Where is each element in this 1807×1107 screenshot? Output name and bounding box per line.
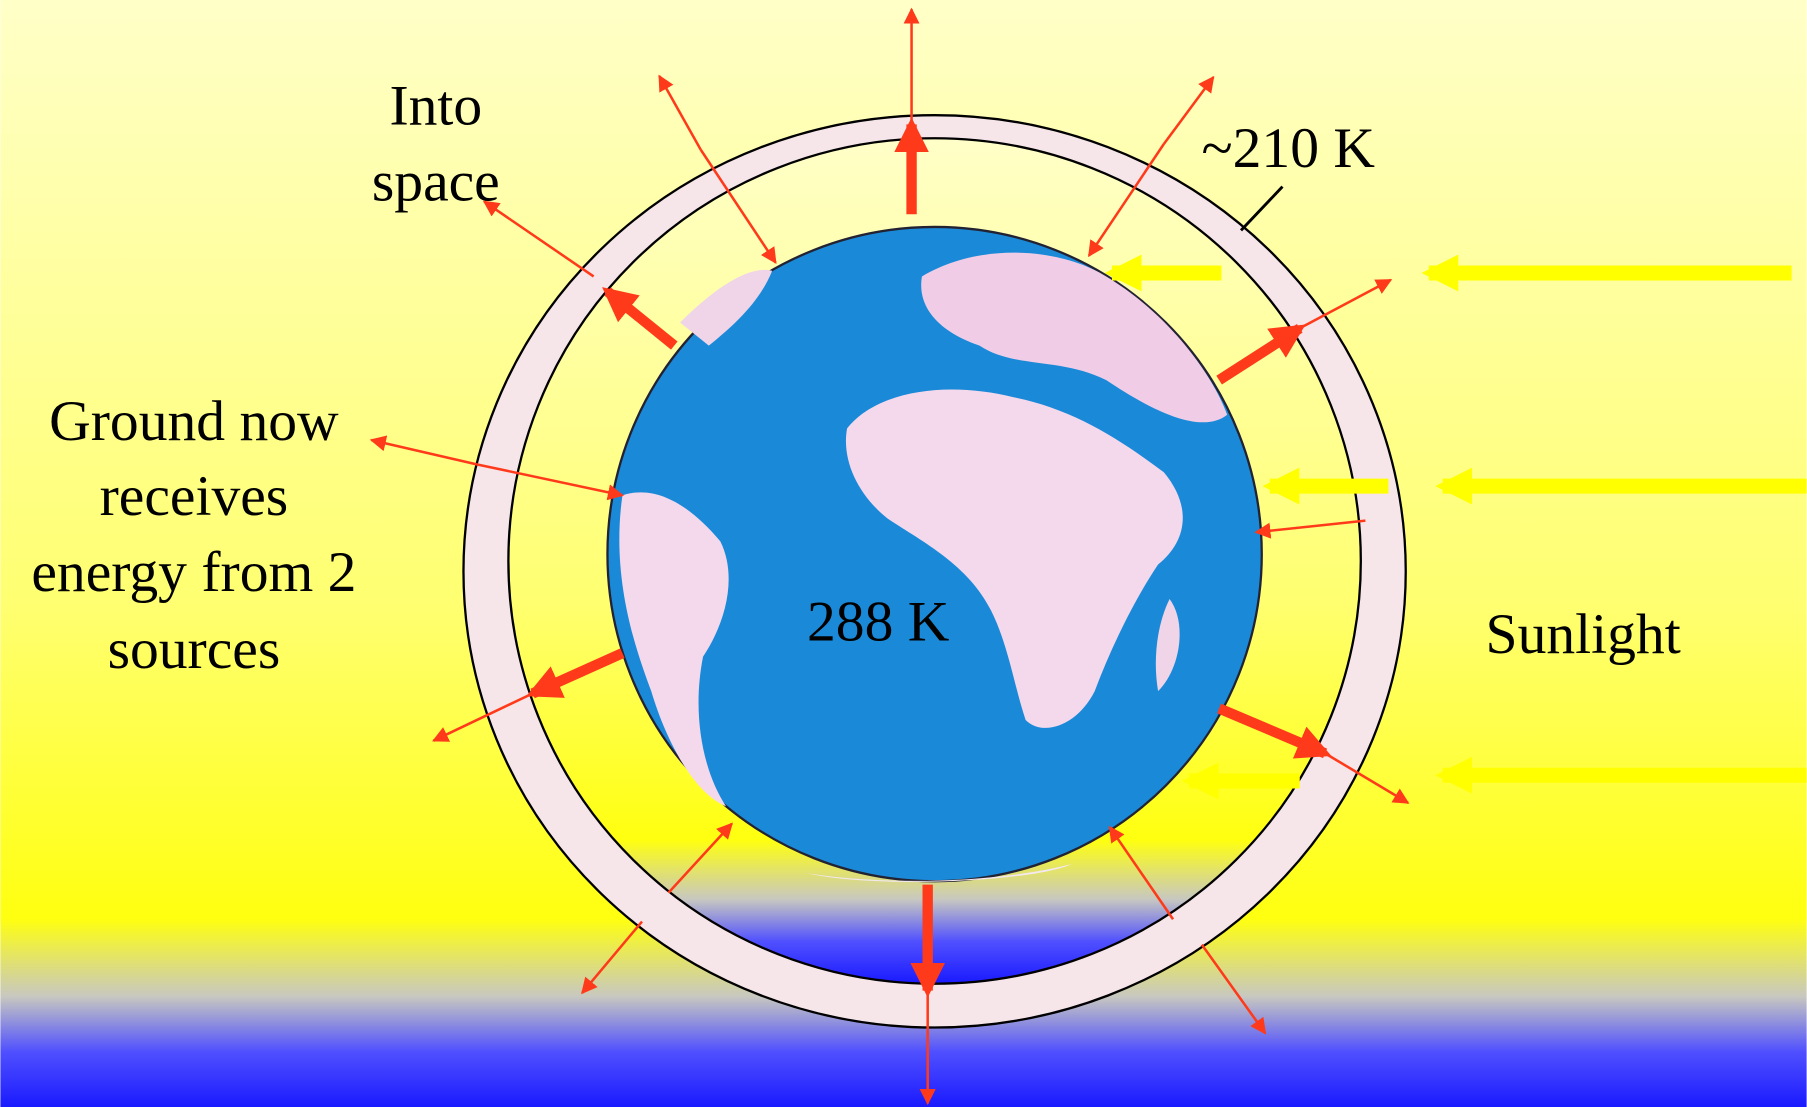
into-space-label: space bbox=[372, 150, 500, 213]
ground-note-label: Ground now bbox=[49, 390, 339, 453]
stratosphere-temp-label: ~210 K bbox=[1201, 117, 1375, 180]
surface-emission-arrows bbox=[526, 117, 1332, 998]
ground-note-label: receives bbox=[100, 465, 289, 528]
atmosphere-emission-arrows bbox=[369, 7, 1410, 1106]
ground-note-label: sources bbox=[108, 618, 281, 681]
pointer-line bbox=[1239, 185, 1284, 232]
sunlight-label: Sunlight bbox=[1486, 603, 1681, 666]
into-space-label: Into bbox=[389, 74, 482, 137]
earth bbox=[606, 225, 1263, 883]
ground-temp-label: 288 K bbox=[807, 590, 949, 653]
sunlight-arrows bbox=[1104, 254, 1807, 800]
ground-note-label: energy from 2 bbox=[31, 541, 356, 604]
